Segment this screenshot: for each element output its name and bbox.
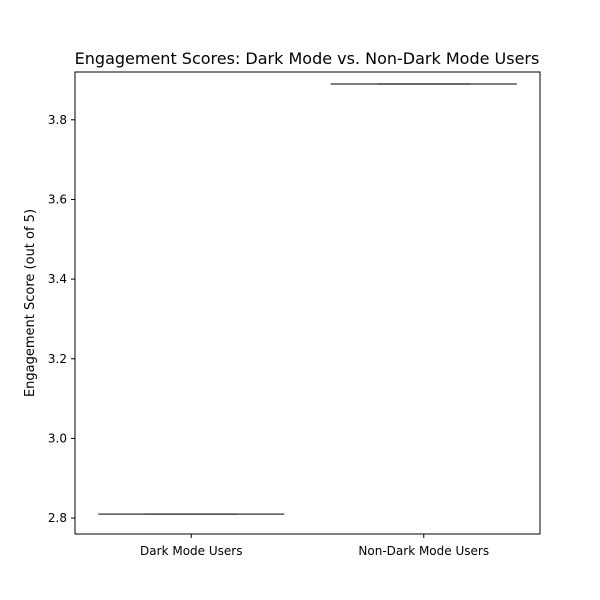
x-tick-label: Non-Dark Mode Users	[358, 544, 489, 558]
plot-area-frame	[74, 71, 541, 535]
x-tick-label: Dark Mode Users	[140, 544, 242, 558]
y-tick-label: 3.8	[48, 113, 67, 127]
y-axis: 2.8 3.0 3.2 3.4 3.6 3.8	[48, 113, 75, 525]
chart-title: Engagement Scores: Dark Mode vs. Non-Dar…	[75, 49, 540, 68]
y-tick-label: 3.2	[48, 352, 67, 366]
x-axis: Dark Mode Users Non-Dark Mode Users	[140, 534, 489, 558]
y-tick-label: 2.8	[48, 511, 67, 525]
y-tick-label: 3.4	[48, 272, 67, 286]
box-series	[98, 83, 517, 515]
y-axis-label: Engagement Score (out of 5)	[23, 209, 38, 397]
y-tick-label: 3.6	[48, 192, 67, 206]
y-tick-label: 3.0	[48, 431, 67, 445]
